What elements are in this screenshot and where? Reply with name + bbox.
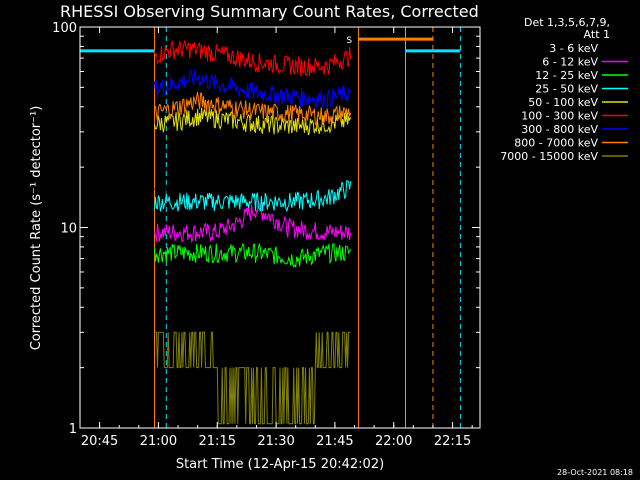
series-3	[154, 179, 352, 213]
y-tick-label-0: 1	[69, 422, 77, 437]
series-7	[154, 91, 352, 127]
series-5	[154, 39, 352, 77]
footer-timestamp: 28-Oct-2021 08:18	[557, 468, 633, 477]
y-axis-label-text: Corrected Count Rate (s⁻¹ detector⁻¹)	[29, 106, 44, 351]
series-line-3	[154, 179, 352, 213]
series-6	[154, 68, 351, 109]
series-line-8	[154, 331, 351, 425]
y-tick-label-1: 10	[60, 222, 77, 237]
series-line-6	[154, 68, 351, 109]
series-2	[154, 242, 352, 269]
series-line-2	[154, 242, 352, 269]
x-tick-label-6: 22:15	[434, 434, 471, 449]
y-tick-label-2: 100	[52, 21, 77, 36]
series-8	[154, 331, 351, 425]
series-line-4	[154, 107, 352, 136]
legend-label-5: 100 - 300 keV	[521, 110, 598, 123]
x-tick-label-5: 22:00	[375, 434, 412, 449]
legend-label-6: 300 - 800 keV	[521, 123, 598, 136]
chart-title: RHESSI Observing Summary Count Rates, Co…	[60, 2, 479, 21]
legend-label-1: 6 - 12 keV	[542, 56, 598, 69]
x-axis: 20:45 21:00 21:15 21:30 21:45 22:00 22:15	[81, 27, 473, 449]
x-tick-label-3: 21:30	[257, 434, 294, 449]
x-tick-label-1: 21:00	[140, 434, 177, 449]
legend-header-0: Det 1,3,5,6,7,9,	[524, 16, 610, 29]
y-axis-label: Corrected Count Rate (s⁻¹ detector⁻¹)	[29, 106, 44, 351]
series-line-1	[154, 200, 352, 244]
x-tick-label-2: 21:15	[199, 434, 236, 449]
legend-label-4: 50 - 100 keV	[528, 96, 598, 109]
x-tick-label-4: 21:45	[316, 434, 353, 449]
series-line-5	[154, 39, 352, 77]
x-axis-label: Start Time (12-Apr-15 20:42:02)	[176, 457, 384, 472]
x-tick-label-0: 20:45	[81, 434, 118, 449]
legend-label-0: 3 - 6 keV	[549, 42, 598, 55]
series-1	[154, 200, 352, 244]
legend-label-3: 25 - 50 keV	[535, 83, 598, 96]
legend-header-1: Att 1	[584, 28, 610, 41]
legend-label-7: 800 - 7000 keV	[514, 137, 598, 150]
legend-label-2: 12 - 25 keV	[535, 69, 598, 82]
saa-annotation: S	[346, 36, 352, 46]
series-layer	[154, 39, 352, 425]
legend-label-8: 7000 - 15000 keV	[500, 150, 598, 163]
series-line-7	[154, 91, 352, 127]
y-axis: 1 10 100	[52, 21, 480, 437]
series-4	[154, 107, 352, 136]
